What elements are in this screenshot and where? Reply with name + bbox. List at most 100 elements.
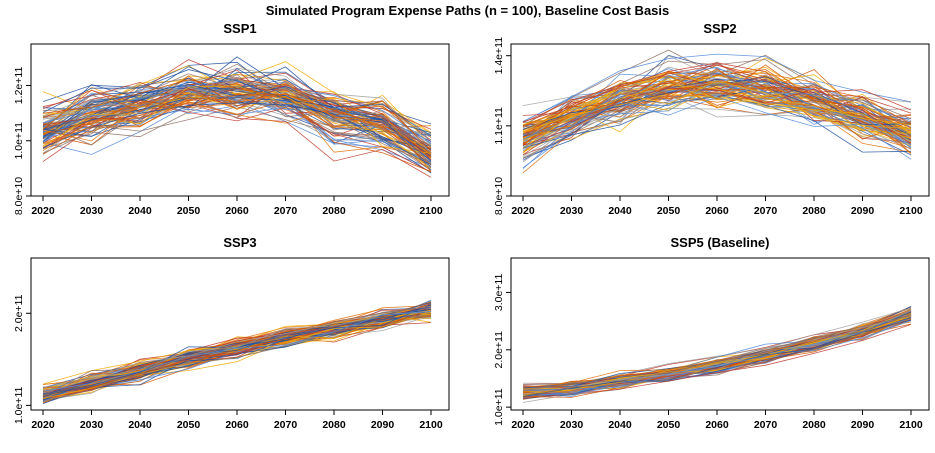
sim-path (42, 79, 432, 152)
x-tick-label: 2080 (802, 205, 826, 217)
sim-path (522, 313, 912, 390)
y-tick-label: 1.0e+11 (13, 122, 25, 160)
sim-path (522, 80, 912, 132)
sim-path (522, 79, 912, 127)
sim-path (42, 79, 432, 144)
x-tick-label: 2060 (705, 419, 729, 431)
chart-main-title: Simulated Program Expense Paths (n = 100… (265, 3, 670, 18)
x-tick-label: 2040 (608, 205, 632, 217)
x-tick-label: 2020 (511, 205, 535, 217)
sim-path (522, 311, 912, 390)
sim-path (42, 102, 432, 158)
sim-path (522, 87, 912, 146)
sim-path (42, 75, 432, 148)
sim-path (522, 318, 912, 399)
sim-path (42, 61, 432, 125)
x-tick-label: 2070 (274, 205, 298, 217)
sim-path (42, 106, 432, 171)
x-tick-label: 2060 (705, 205, 729, 217)
sim-path (522, 70, 912, 139)
x-tick-label: 2020 (31, 205, 55, 217)
sim-path (42, 93, 432, 166)
panel-1: SSP1 2020 2030 2040 2050 2060 2070 2080 2090 2100… (13, 21, 450, 217)
x-tick-label: 2100 (899, 419, 923, 431)
x-tick-label: 2080 (322, 205, 346, 217)
sim-path (42, 308, 432, 388)
sim-path (522, 310, 912, 389)
sim-path (522, 310, 912, 392)
x-tick-label: 2090 (851, 419, 875, 431)
sim-path (42, 68, 432, 157)
sim-path (522, 313, 912, 392)
sim-path (522, 72, 912, 122)
sim-path (42, 84, 432, 162)
x-tick-label: 2080 (322, 419, 346, 431)
x-tick-label: 2050 (657, 205, 681, 217)
sim-path (42, 310, 432, 394)
sim-path (522, 74, 912, 131)
sim-path (522, 94, 912, 144)
sim-path (522, 84, 912, 149)
sim-path (42, 314, 432, 402)
sim-path (42, 97, 432, 168)
sim-path (522, 324, 912, 399)
x-tick-label: 2050 (657, 419, 681, 431)
y-tick-label: 2.0e+11 (13, 294, 25, 332)
y-tick-label: 1.4e+11 (493, 37, 505, 75)
sim-path (522, 309, 912, 388)
x-tick-label: 2040 (128, 419, 152, 431)
sim-path (522, 306, 912, 389)
sim-path (522, 310, 912, 389)
y-tick-label: 1.0e+11 (13, 387, 25, 425)
sim-path (522, 75, 912, 135)
sim-path (42, 84, 432, 155)
sim-path (522, 310, 912, 389)
panel-title: SSP5 (Baseline) (671, 235, 770, 250)
panel-2: SSP2 2020 2030 2040 2050 2060 2070 2080 2090 2100… (493, 21, 930, 217)
x-tick-label: 2080 (802, 419, 826, 431)
sim-path (42, 312, 432, 390)
x-tick-label: 2070 (274, 419, 298, 431)
x-tick-label: 2090 (371, 419, 395, 431)
y-tick-label: 2.0e+11 (493, 331, 505, 369)
panel-title: SSP1 (223, 21, 256, 36)
sim-path (522, 314, 912, 391)
path-group (42, 299, 432, 404)
sim-path (522, 310, 912, 390)
sim-path (522, 313, 912, 392)
sim-path (522, 66, 912, 149)
panel-4: SSP5 (Baseline) 2020 2030 2040 2050 2060 2070 2… (493, 235, 930, 431)
sim-path (522, 315, 912, 392)
y-tick-label: 3.0e+11 (493, 274, 505, 312)
x-tick-label: 2050 (177, 205, 201, 217)
sim-path (522, 310, 912, 389)
path-group (42, 56, 432, 178)
sim-path (522, 308, 912, 389)
x-tick-label: 2100 (419, 419, 443, 431)
sim-path (522, 309, 912, 391)
x-tick-label: 2070 (754, 205, 778, 217)
x-tick-label: 2090 (851, 205, 875, 217)
path-group (522, 306, 912, 403)
x-tick-label: 2060 (225, 419, 249, 431)
x-tick-label: 2040 (608, 419, 632, 431)
sim-path (522, 81, 912, 157)
sim-path (522, 314, 912, 391)
y-tick-label: 1.0e+11 (493, 388, 505, 426)
sim-path (522, 61, 912, 150)
panel-title: SSP2 (703, 21, 736, 36)
x-tick-label: 2060 (225, 205, 249, 217)
x-tick-label: 2020 (31, 419, 55, 431)
x-tick-label: 2030 (80, 419, 104, 431)
x-tick-label: 2040 (128, 205, 152, 217)
sim-path (522, 49, 912, 126)
sim-path (522, 93, 912, 142)
x-tick-label: 2050 (177, 419, 201, 431)
y-tick-label: 8.0e+10 (13, 177, 25, 215)
sim-path (522, 313, 912, 392)
sim-path (42, 305, 432, 388)
sim-path (522, 309, 912, 391)
sim-path (522, 309, 912, 389)
sim-path (522, 314, 912, 397)
